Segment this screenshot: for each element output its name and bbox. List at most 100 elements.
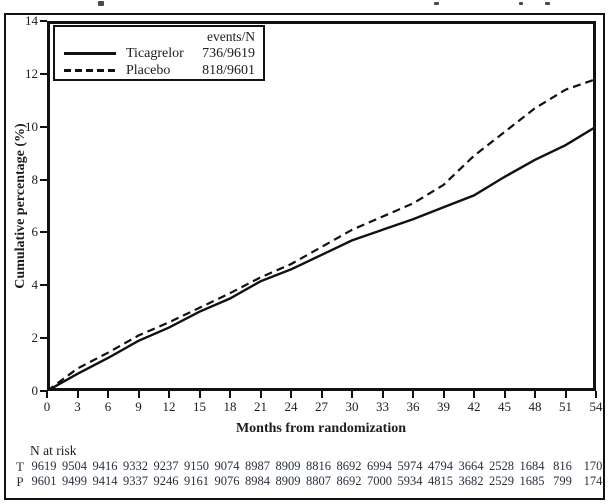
x-tick: [442, 391, 445, 398]
risk-count: 9332: [123, 459, 148, 473]
placebo-dashed-line-swatch: [64, 69, 116, 72]
x-tick: [412, 391, 414, 398]
plot-frame: [47, 21, 596, 391]
x-tick: [259, 391, 262, 398]
x-tick-label: 54: [589, 399, 603, 414]
risk-count: 1685: [519, 474, 545, 488]
risk-count: 9161: [184, 474, 209, 488]
risk-count: 9504: [62, 459, 87, 473]
series-line-ticagrelor: [47, 125, 596, 391]
x-tick-label: 24: [284, 399, 298, 414]
risk-count: 9150: [184, 459, 209, 473]
x-tick-label: 30: [345, 399, 359, 414]
risk-count: 8909: [275, 474, 301, 488]
x-tick: [107, 391, 109, 398]
y-tick-label: 6: [31, 224, 39, 240]
series-line-placebo: [47, 78, 596, 391]
x-tick-label: 33: [376, 399, 389, 414]
plot-area: [47, 21, 596, 391]
y-tick: [40, 231, 47, 234]
risk-count: 174: [583, 474, 603, 488]
x-tick-label: 15: [193, 399, 206, 414]
y-tick: [40, 72, 47, 75]
legend-label-placebo: Placebo: [126, 62, 171, 78]
legend-events-placebo: 818/9601: [202, 62, 255, 78]
risk-count: 8692: [336, 474, 362, 488]
x-tick-label: 45: [498, 399, 511, 414]
cropped-title-fragment: [98, 1, 104, 6]
cropped-title-fragment: [545, 2, 550, 5]
risk-count: 816: [553, 459, 572, 473]
risk-count: 9337: [123, 474, 148, 488]
y-tick-label: 14: [25, 13, 38, 28]
y-tick-label: 4: [31, 277, 39, 293]
x-tick: [534, 391, 536, 398]
risk-count: 8984: [245, 474, 270, 488]
y-tick: [40, 125, 47, 128]
cropped-title-fragment: [434, 2, 439, 5]
x-tick-label: 21: [254, 399, 267, 414]
risk-count: 2528: [489, 459, 514, 473]
x-tick-label: 9: [135, 399, 142, 414]
x-tick: [198, 391, 201, 398]
x-tick: [168, 391, 170, 398]
risk-count: 1684: [519, 459, 545, 473]
x-tick: [46, 391, 48, 398]
x-tick-label: 18: [223, 399, 237, 414]
risk-count: 4815: [428, 474, 453, 488]
legend-events-header: events/N: [207, 28, 255, 44]
y-tick: [40, 20, 47, 22]
legend: events/N Ticagrelor 736/9619 Placebo 818…: [53, 25, 265, 81]
x-tick: [76, 391, 79, 398]
risk-count: 9414: [92, 474, 118, 488]
risk-count: 3664: [458, 459, 484, 473]
risk-count: 9601: [31, 474, 57, 488]
risk-count: 8692: [336, 459, 362, 473]
risk-count: 799: [553, 474, 572, 488]
x-tick: [564, 391, 567, 398]
x-tick: [137, 391, 140, 398]
risk-count: 8807: [306, 474, 331, 488]
y-tick-label: 8: [31, 171, 39, 187]
x-tick: [320, 391, 323, 398]
risk-count: 6994: [367, 459, 392, 473]
y-tick: [40, 390, 47, 392]
x-tick-label: 27: [315, 399, 328, 414]
risk-count: 9499: [62, 474, 87, 488]
x-tick-label: 51: [559, 399, 572, 414]
risk-count: 8816: [306, 459, 331, 473]
risk-row-label-t: T: [16, 459, 24, 474]
x-tick-label: 48: [528, 399, 542, 414]
x-tick-label: 12: [162, 399, 176, 414]
y-tick: [40, 284, 47, 287]
cropped-title-fragment: [519, 2, 523, 5]
y-tick-label: 0: [31, 383, 39, 398]
ticagrelor-solid-line-swatch: [64, 52, 116, 55]
x-tick-label: 6: [104, 399, 112, 414]
risk-count: 5934: [397, 474, 423, 488]
x-tick: [351, 391, 353, 398]
x-tick-label: 3: [74, 399, 81, 414]
x-tick: [503, 391, 506, 398]
risk-count: 5974: [397, 459, 423, 473]
x-tick: [381, 391, 384, 398]
x-tick: [473, 391, 475, 398]
risk-count: 3682: [458, 474, 484, 488]
risk-count: 7000: [367, 474, 392, 488]
risk-count: 9074: [214, 459, 240, 473]
risk-count: 2529: [489, 474, 514, 488]
legend-events-ticagrelor: 736/9619: [202, 45, 255, 61]
risk-count: 4794: [428, 459, 453, 473]
y-tick-label: 12: [25, 65, 38, 81]
legend-label-ticagrelor: Ticagrelor: [126, 45, 184, 61]
y-tick-label: 10: [25, 118, 38, 134]
risk-count: 170: [583, 459, 603, 473]
x-tick-label: 42: [467, 399, 481, 414]
risk-count: 8987: [245, 459, 270, 473]
risk-row-label-p: P: [16, 474, 24, 489]
x-tick: [229, 391, 231, 398]
risk-count: 9416: [92, 459, 118, 473]
risk-count: 9619: [31, 459, 57, 473]
x-tick-label: 36: [406, 399, 420, 414]
